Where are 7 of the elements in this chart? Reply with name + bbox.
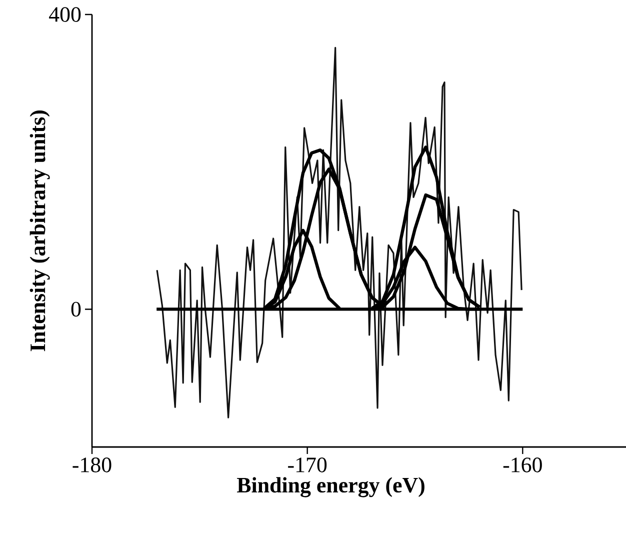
x-tick-label: -170 (288, 458, 327, 472)
x-axis-title: Binding energy (eV) (236, 477, 424, 498)
y-tick-label: 400 (49, 7, 81, 22)
y-axis-title: Intensity (arbitrary units) (30, 110, 50, 352)
x-tick-label: -160 (503, 458, 542, 472)
x-tick-label: -180 (72, 458, 112, 472)
y-tick-label: 0 (71, 302, 81, 317)
